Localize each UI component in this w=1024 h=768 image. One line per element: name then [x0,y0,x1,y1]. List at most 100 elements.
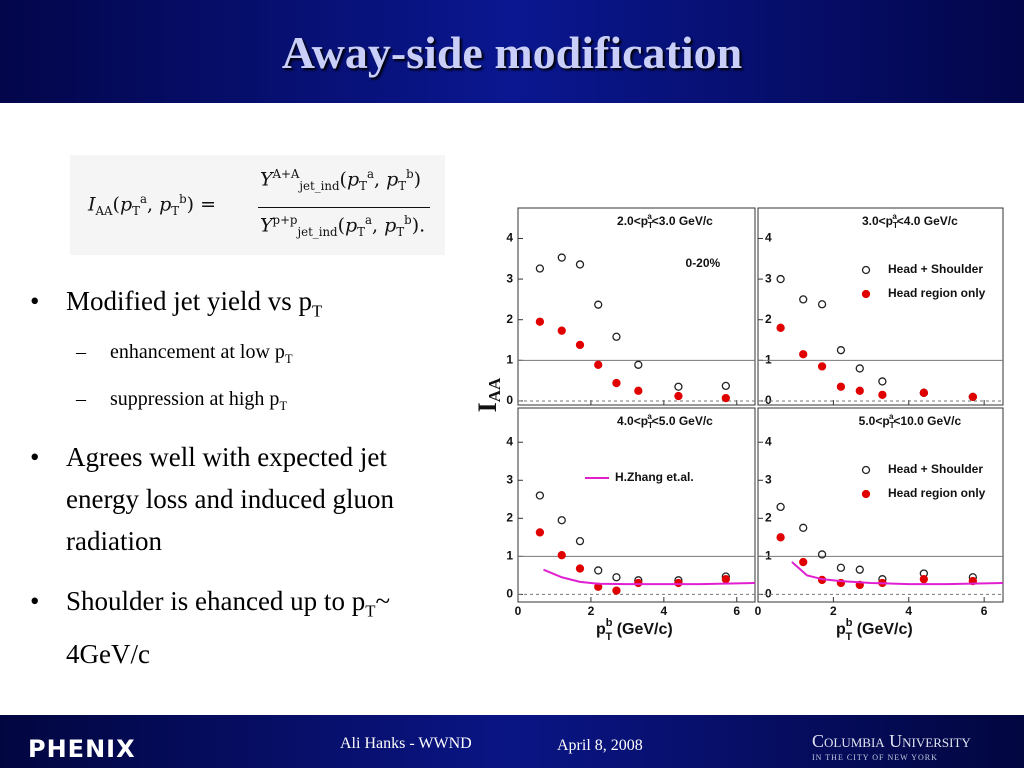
title-text: T [893,221,898,230]
formula-denominator: Yp+pjet_ind(pTa, pTb). [260,213,425,239]
data-point [575,536,585,546]
data-point [612,586,621,595]
legend-swatch [861,465,871,475]
data-point [776,323,785,332]
panel-title: 4.0<pTa<5.0 GeV/c [617,412,713,430]
data-point [817,550,827,559]
x-tick-label: 6 [733,604,740,618]
title-text: <3.0 GeV/c [652,214,713,228]
data-point [799,557,808,567]
data-point [776,502,785,512]
label-text: p [836,621,846,638]
data-point [836,563,846,572]
bullet-text: Agrees well with expected jet energy los… [66,442,394,557]
title-text: T [648,421,653,430]
legend-label: Head region only [888,286,986,300]
data-point [855,386,864,395]
data-point [776,274,785,284]
title-text: T [890,421,895,430]
title-text: a [647,412,652,421]
formula-numerator: YA+Ajet_ind(pTa, pTb) [260,167,421,193]
data-point [919,575,928,584]
f-text: a [139,192,147,206]
label-text: AA [485,377,504,402]
y-tick-label: 4 [765,231,772,245]
data-point [634,578,643,588]
formula-lhs: IAA(pTa, pTb) = [88,192,216,218]
data-point [878,390,887,399]
label-text: (GeV/c) [852,621,912,638]
label-text: T [606,631,613,643]
f-text: b [404,213,412,227]
data-point [674,578,683,588]
bullet-list: Modified jet yield vs pT enhancement at … [30,280,450,675]
y-tick-label: 4 [506,434,513,448]
f-text: a [365,213,373,227]
label-text: b [606,617,613,629]
legend-label: Head + Shoulder [888,262,983,276]
f-text: , [146,193,160,216]
f-text: = [200,193,217,216]
title-text: <10.0 GeV/c [893,414,961,428]
f-text: . [419,214,426,237]
title-text: a [892,212,897,221]
y-tick-label: 0 [506,393,513,407]
x-axis-label: pb T (GeV/c) [596,617,673,643]
data-point [557,326,566,335]
x-tick-label: 4 [661,604,668,618]
y-tick-label: 0 [765,393,772,407]
phenix-logo: PHENIX [28,735,136,763]
f-text: p+p [272,213,298,227]
f-text: p [386,168,399,191]
footer: PHENIX Ali Hanks - WWND April 8, 2008 Co… [0,715,1024,768]
x-tick-label: 6 [981,604,988,618]
y-tick-label: 2 [765,312,772,326]
panel-frame [517,407,756,603]
f-text: p [119,193,133,216]
university-name: Columbia University [812,731,971,751]
y-axis-label: IAA [473,377,504,412]
data-point [817,362,827,371]
label-text: T [846,631,853,643]
f-text: ( [339,168,347,191]
title-text: <5.0 GeV/c [652,414,713,428]
y-tick-label: 3 [506,472,513,486]
y-tick-label: 2 [765,510,772,524]
x-tick-label: 0 [515,604,522,618]
data-point [594,360,603,369]
footer-author: Ali Hanks - WWND [340,735,472,752]
formula: IAA(pTa, pTb) = YA+Ajet_ind(pTa, pTb) Yp… [70,155,445,255]
f-text: , [372,214,385,237]
data-point [535,491,545,500]
y-tick-label: 1 [506,549,513,563]
title-text: 5.0<p [859,414,890,428]
sub-bullet: enhancement at low pT [66,332,450,379]
bullet-text: T [365,601,376,621]
f-text: T [132,204,140,219]
data-point [836,346,846,355]
sub-bullet: suppression at high pT [66,379,450,426]
data-point [557,253,566,262]
bullet-text: ~ 4GeV/c [66,586,391,669]
f-text: ( [337,214,345,237]
panel-title: 2.0<pTa<3.0 GeV/c [617,212,713,230]
label-text: b [846,617,853,629]
data-point [799,350,808,359]
data-point [594,566,603,575]
legend-swatch [861,489,871,499]
y-tick-label: 0 [765,587,772,601]
data-point [557,516,566,525]
data-point [919,388,928,397]
university-sub: IN THE CITY OF NEW YORK [812,753,938,762]
data-point [721,575,730,584]
panel-frame [757,407,1004,603]
f-text: , [373,168,387,191]
f-text: p [159,193,172,216]
bullet-text: Shoulder is ehanced up to p [66,586,366,617]
legend-swatch [861,265,871,275]
data-point [634,386,643,395]
title-text: 3.0<p [862,214,893,228]
data-point [575,564,585,573]
y-tick-label: 2 [506,510,513,524]
